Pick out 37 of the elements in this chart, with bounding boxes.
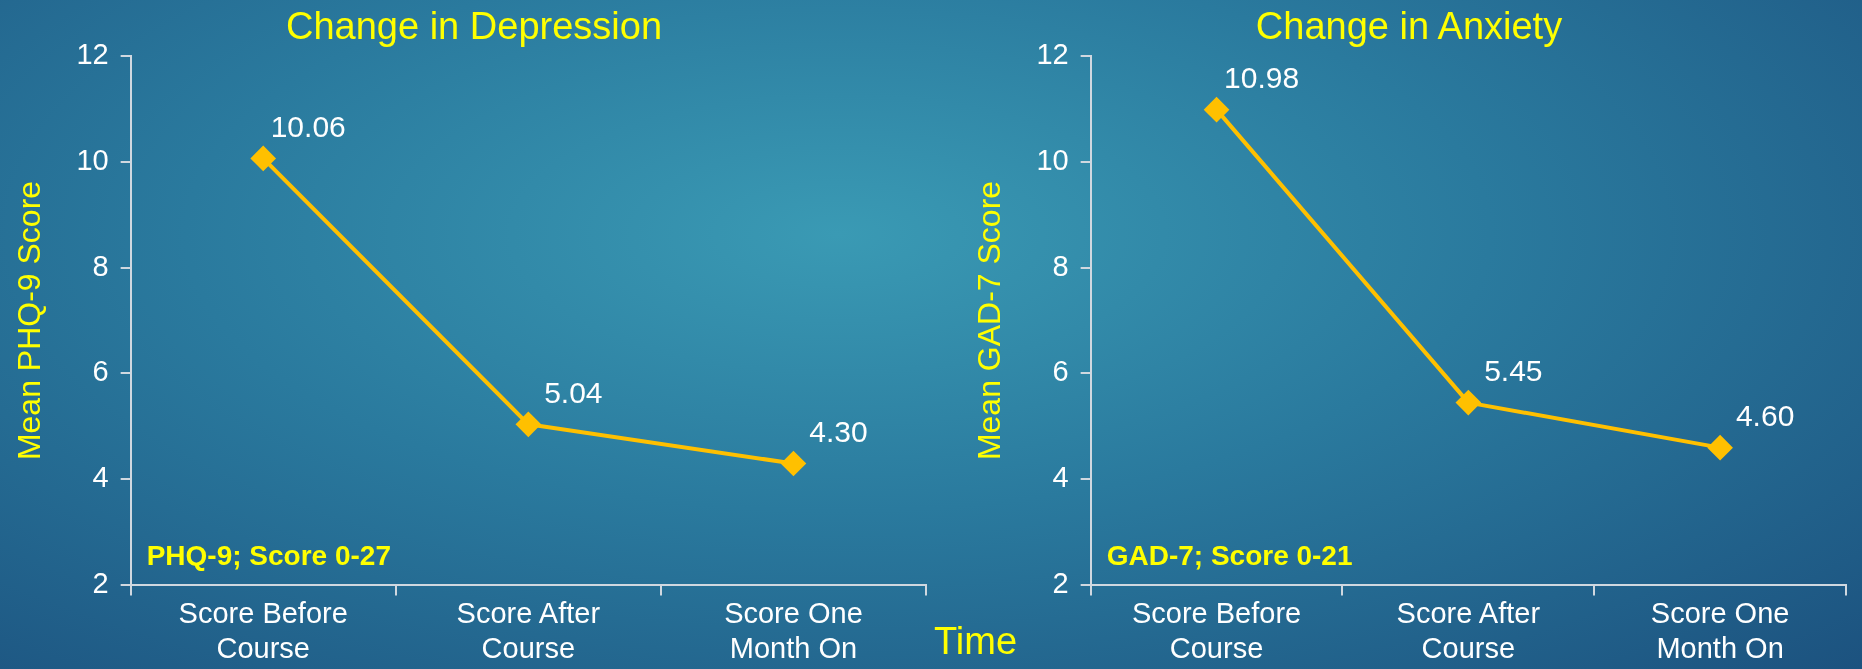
data-label: 10.06 (270, 109, 346, 143)
x-tick-label: Score Before Course (178, 596, 348, 664)
data-label: 4.30 (809, 414, 868, 448)
chart-title: Change in Depression (285, 5, 663, 48)
y-tick-label: 2 (1052, 567, 1069, 600)
point (1708, 435, 1733, 460)
point (251, 146, 276, 171)
y-axis-title: Mean PHQ-9 Score (11, 180, 48, 461)
y-tick-label: 2 (92, 567, 109, 600)
data-label: 10.98 (1224, 60, 1300, 94)
chart-title: Change in Anxiety (1255, 5, 1563, 48)
y-tick-label: 10 (1036, 143, 1069, 176)
y-tick-label: 8 (1052, 249, 1069, 282)
x-axis-title: Time (934, 620, 1018, 663)
x-tick-label: Score One Month On (1650, 596, 1790, 664)
x-tick-label: Score Before Course (1131, 596, 1302, 664)
annotation: GAD-7; Score 0-21 (1106, 540, 1353, 572)
y-tick-label: 6 (1052, 355, 1069, 388)
x-tick-label: Score After Course (456, 596, 601, 664)
point (781, 451, 806, 476)
annotation: PHQ-9; Score 0-27 (146, 540, 391, 572)
y-tick-label: 8 (92, 249, 109, 282)
y-tick-label: 10 (76, 143, 109, 176)
point (1204, 97, 1229, 122)
y-tick-label: 12 (1036, 37, 1069, 70)
y-tick-label: 4 (1052, 461, 1069, 494)
point (1456, 390, 1481, 415)
data-label: 5.45 (1484, 353, 1543, 387)
y-axis-title: Mean GAD-7 Score (971, 180, 1008, 461)
data-label: 5.04 (544, 375, 603, 409)
data-label: 4.60 (1735, 398, 1795, 432)
x-tick-label: Score After Course (1396, 596, 1541, 664)
point (516, 412, 541, 437)
x-tick-label: Score One Month On (724, 596, 863, 664)
y-tick-label: 4 (92, 461, 109, 494)
y-tick-label: 6 (92, 355, 109, 388)
y-tick-label: 12 (76, 37, 109, 70)
